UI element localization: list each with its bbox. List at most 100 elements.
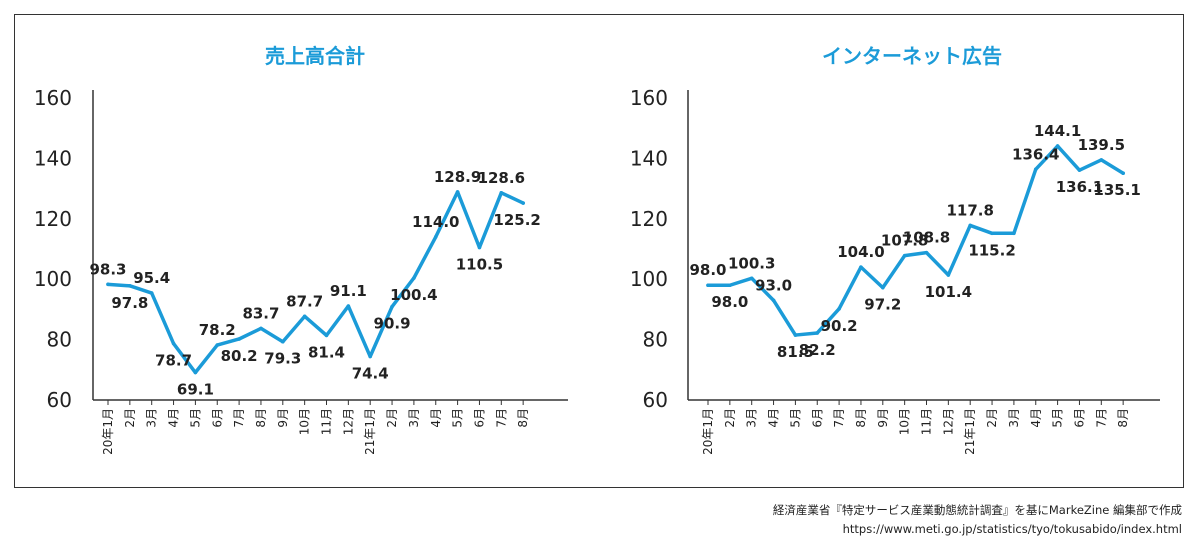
data-point <box>281 339 285 344</box>
x-tick-label: 8月 <box>854 408 868 428</box>
x-tick-label: 5月 <box>188 408 202 428</box>
x-tick-label: 9月 <box>276 408 290 428</box>
x-tick-label: 2月 <box>385 408 399 428</box>
data-point <box>106 282 110 287</box>
data-label: 100.4 <box>390 286 437 304</box>
data-label: 79.3 <box>264 350 301 368</box>
x-tick-label: 4月 <box>167 408 181 428</box>
data-point <box>990 231 994 236</box>
data-label: 78.2 <box>199 321 236 339</box>
data-label: 104.0 <box>837 243 884 261</box>
data-label: 128.9 <box>434 168 481 186</box>
x-tick-label: 8月 <box>1116 408 1130 428</box>
data-label: 95.4 <box>133 269 170 287</box>
x-tick-label: 20年1月 <box>101 408 115 455</box>
data-point <box>706 283 710 288</box>
data-point <box>324 333 329 338</box>
data-point <box>815 331 820 335</box>
y-tick-label: 160 <box>630 86 668 110</box>
data-label: 136.4 <box>1012 145 1059 163</box>
data-label: 136.1 <box>1056 178 1103 196</box>
data-label: 144.1 <box>1034 122 1081 140</box>
data-point <box>1055 144 1060 148</box>
data-point <box>237 337 241 341</box>
data-label: 100.3 <box>728 254 775 272</box>
data-label: 69.1 <box>177 381 214 399</box>
data-point <box>149 291 154 295</box>
x-tick-label: 2月 <box>985 408 999 428</box>
data-point <box>455 190 460 194</box>
x-tick-label: 3月 <box>745 408 759 428</box>
data-point <box>1121 171 1125 175</box>
data-label: 98.0 <box>689 261 726 279</box>
data-label: 93.0 <box>755 276 792 294</box>
data-label: 115.2 <box>968 241 1015 259</box>
x-tick-label: 9月 <box>876 408 890 428</box>
x-tick-label: 3月 <box>1007 408 1021 428</box>
x-tick-label: 6月 <box>1072 408 1086 428</box>
x-tick-label: 6月 <box>810 408 824 428</box>
y-tick-label: 60 <box>643 388 668 412</box>
data-point <box>499 191 504 195</box>
source-note: 経済産業省『特定サービス産業動態統計調査』を基にMarkeZine 編集部で作成 <box>772 503 1182 517</box>
x-tick-label: 7月 <box>232 408 246 428</box>
data-point <box>412 276 416 280</box>
data-point <box>924 250 929 255</box>
x-tick-label: 2月 <box>123 408 137 428</box>
data-label: 98.3 <box>89 260 126 278</box>
data-label: 97.2 <box>864 296 901 314</box>
x-tick-label: 7月 <box>1094 408 1108 428</box>
series-line <box>706 144 1125 337</box>
y-tick-label: 120 <box>630 207 668 231</box>
y-tick-label: 140 <box>34 146 72 170</box>
data-point <box>171 341 176 346</box>
x-tick-label: 5月 <box>451 408 465 428</box>
series-line <box>106 190 525 375</box>
y-tick-label: 60 <box>47 388 72 412</box>
x-tick-label: 11月 <box>920 408 934 435</box>
y-tick-label: 80 <box>643 328 668 352</box>
data-point <box>128 284 132 288</box>
data-label: 114.0 <box>412 213 459 231</box>
data-point <box>1077 168 1082 172</box>
data-label: 78.7 <box>155 352 192 370</box>
x-tick-label: 5月 <box>1051 408 1065 428</box>
data-label: 125.2 <box>493 211 540 229</box>
x-tick-label: 4月 <box>767 408 781 428</box>
data-label: 139.5 <box>1078 136 1125 154</box>
x-tick-label: 10月 <box>298 408 312 435</box>
data-point <box>881 285 885 290</box>
chart-title: 売上高合計 <box>265 44 365 68</box>
data-label: 117.8 <box>946 201 993 219</box>
data-label: 80.2 <box>221 347 258 365</box>
x-tick-label: 6月 <box>472 408 486 428</box>
data-label: 81.4 <box>308 343 345 361</box>
x-tick-label: 11月 <box>320 408 334 435</box>
y-tick-label: 140 <box>630 146 668 170</box>
data-label: 91.1 <box>330 282 367 300</box>
data-point <box>749 276 754 281</box>
x-tick-label: 21年1月 <box>363 408 377 455</box>
x-tick-label: 4月 <box>1029 408 1043 428</box>
data-label: 107.8 <box>881 232 928 250</box>
data-point <box>859 265 863 269</box>
data-label: 97.8 <box>111 294 148 312</box>
x-tick-label: 8月 <box>516 408 530 428</box>
data-label: 74.4 <box>352 365 389 383</box>
data-label: 110.5 <box>456 255 503 273</box>
source-url: https://www.meti.go.jp/statistics/tyo/to… <box>842 522 1182 536</box>
x-tick-label: 6月 <box>210 408 224 428</box>
data-label: 82.2 <box>799 341 836 359</box>
y-tick-label: 120 <box>34 207 72 231</box>
data-point <box>477 245 482 250</box>
chart-title: インターネット広告 <box>822 44 1002 68</box>
data-point <box>771 298 776 303</box>
x-tick-label: 7月 <box>832 408 846 428</box>
x-tick-label: 20年1月 <box>701 408 715 455</box>
y-tick-label: 100 <box>34 267 72 291</box>
data-label: 81.5 <box>777 343 814 361</box>
y-tick-label: 80 <box>47 328 72 352</box>
data-point <box>1099 158 1104 162</box>
x-tick-label: 7月 <box>494 408 508 428</box>
